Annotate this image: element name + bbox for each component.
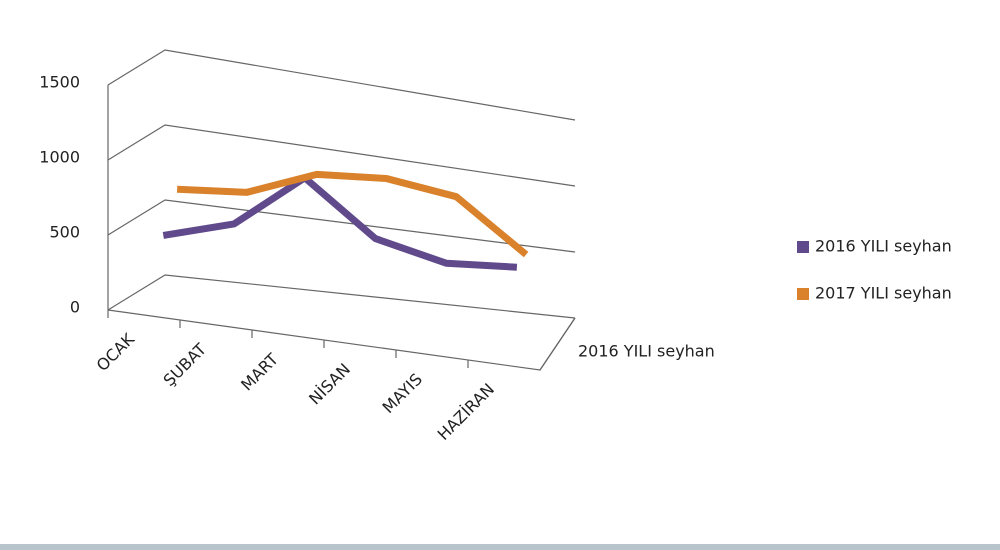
legend-swatch [797,241,809,253]
grid-line [107,274,576,319]
y-tick-label: 1500 [39,73,80,92]
x-tick-label: MART [237,349,282,394]
x-tick-label: NİSAN [305,360,354,409]
y-tick-label: 500 [49,223,80,242]
x-tick-label: HAZİRAN [434,380,498,444]
y-tick-label: 1000 [39,148,80,167]
depth-axis-label: 2016 YILI seyhan [578,342,715,361]
x-tick-label: ŞUBAT [160,339,211,390]
x-tick-label: OCAK [93,329,139,375]
legend-label: 2016 YILI seyhan [815,237,952,256]
legend-swatch [797,288,809,300]
x-tick-label: MAYIS [379,370,426,417]
grid-line [107,124,576,187]
series-line [162,174,518,271]
series-line [176,170,529,258]
y-tick-label: 0 [70,298,80,317]
grid-line [107,49,576,121]
bottom-border [0,544,1000,550]
depth-tick [539,317,576,371]
legend-label: 2017 YILI seyhan [815,284,952,303]
grid-line [107,199,576,253]
